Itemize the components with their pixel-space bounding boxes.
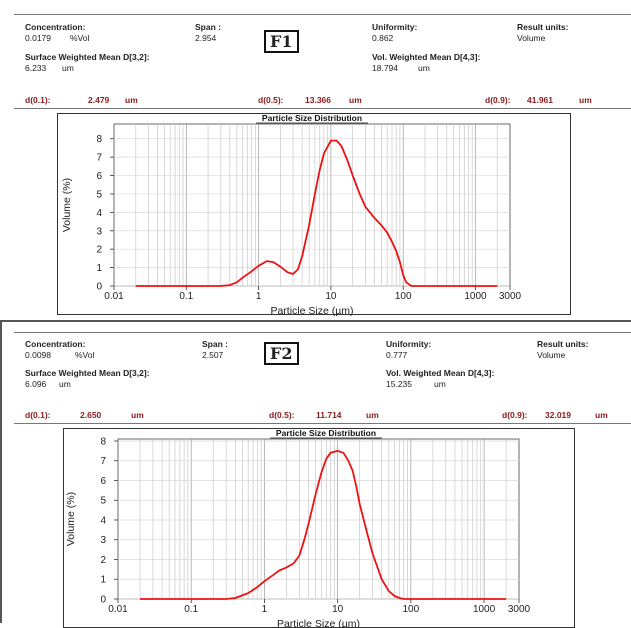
d01-value: 2.479 — [88, 95, 110, 105]
y-tick-label: 3 — [96, 226, 102, 237]
y-tick-label: 2 — [100, 555, 106, 566]
volume-weighted-mean-label: Vol. Weighted Mean D[4,3]: — [386, 368, 495, 378]
span-value: 2.507 — [202, 350, 224, 360]
chart-title: Particle Size Distribution — [262, 113, 362, 123]
y-tick-label: 4 — [100, 515, 106, 526]
x-tick-label: 3000 — [508, 604, 531, 615]
volume-weighted-mean-unit: um — [418, 63, 430, 73]
d09-label: d(0.9): — [502, 410, 528, 420]
y-axis-label: Volume (%) — [61, 178, 73, 232]
y-tick-label: 1 — [96, 263, 102, 274]
d05-unit: um — [366, 410, 379, 420]
span-value: 2.954 — [195, 33, 217, 43]
report-panel-f2: Concentration: 0.0098 %Vol Span : 2.507 … — [0, 320, 631, 628]
volume-weighted-mean-value: 18.794 — [372, 63, 398, 73]
d05-unit: um — [349, 95, 362, 105]
concentration-label: Concentration: — [25, 339, 86, 349]
y-tick-label: 3 — [100, 535, 106, 546]
surface-weighted-mean-value: 6.096 — [25, 379, 47, 389]
y-tick-label: 0 — [96, 282, 102, 293]
d09-value: 41.961 — [527, 95, 553, 105]
y-tick-label: 1 — [100, 575, 106, 586]
y-tick-label: 7 — [100, 456, 106, 467]
y-tick-label: 4 — [96, 208, 102, 219]
d09-value: 32.019 — [545, 410, 571, 420]
result-units-value: Volume — [517, 33, 546, 43]
panel-tag: F2 — [264, 342, 299, 365]
span-label: Span : — [202, 339, 228, 349]
concentration-label: Concentration: — [25, 22, 86, 32]
x-axis-label: Particle Size (µm) — [270, 305, 353, 317]
d05-label: d(0.5): — [269, 410, 295, 420]
result-units-label: Result units: — [537, 339, 589, 349]
volume-weighted-mean-value: 15.235 — [386, 379, 412, 389]
particle-size-chart-f1: Particle Size Distribution 0 1 2 3 4 5 6 7 8 0.01 0… — [61, 113, 522, 317]
result-units-value: Volume — [537, 350, 566, 360]
concentration-unit: %Vol — [70, 33, 90, 43]
particle-size-chart-f2: Particle Size Distribution 0 1 2 3 4 5 6 7 8 0.01 0… — [65, 428, 531, 628]
y-tick-label: 7 — [96, 153, 102, 164]
x-tick-label: 0.01 — [108, 604, 128, 615]
x-tick-label: 1000 — [464, 291, 487, 302]
concentration-value: 0.0179 — [25, 33, 51, 43]
header-rule — [14, 14, 631, 15]
x-tick-label: 100 — [403, 604, 420, 615]
chart-title: Particle Size Distribution — [276, 428, 376, 438]
x-tick-label: 0.1 — [179, 291, 193, 302]
x-tick-label: 3000 — [499, 291, 522, 302]
concentration-value: 0.0098 — [25, 350, 51, 360]
header-rule — [14, 332, 631, 333]
y-tick-label: 5 — [96, 189, 102, 200]
volume-weighted-mean-unit: um — [434, 379, 446, 389]
y-tick-label: 5 — [100, 496, 106, 507]
surface-weighted-mean-value: 6.233 — [25, 63, 47, 73]
d05-label: d(0.5): — [258, 95, 284, 105]
uniformity-value: 0.777 — [386, 350, 408, 360]
d01-unit: um — [125, 95, 138, 105]
y-tick-label: 8 — [96, 134, 102, 145]
surface-weighted-mean-unit: um — [62, 63, 74, 73]
d09-unit: um — [579, 95, 592, 105]
span-label: Span : — [195, 22, 221, 32]
y-tick-label: 6 — [100, 476, 106, 487]
x-tick-label: 100 — [395, 291, 412, 302]
d09-label: d(0.9): — [485, 95, 511, 105]
volume-weighted-mean-label: Vol. Weighted Mean D[4,3]: — [372, 52, 481, 62]
x-tick-label: 1 — [256, 291, 262, 302]
series-line — [135, 139, 498, 287]
panel-tag: F1 — [264, 30, 299, 53]
d05-value: 13.366 — [305, 95, 331, 105]
uniformity-label: Uniformity: — [372, 22, 418, 32]
divider-rule — [14, 108, 631, 109]
x-tick-label: 1000 — [473, 604, 496, 615]
surface-weighted-mean-label: Surface Weighted Mean D[3,2]: — [25, 52, 150, 62]
d05-value: 11.714 — [316, 410, 342, 420]
x-axis-label: Particle Size (µm) — [277, 618, 360, 628]
series-line — [140, 449, 507, 600]
surface-weighted-mean-unit: um — [59, 379, 71, 389]
uniformity-label: Uniformity: — [386, 339, 432, 349]
d01-value: 2.650 — [80, 410, 102, 420]
x-tick-label: 0.1 — [184, 604, 198, 615]
d09-unit: um — [595, 410, 608, 420]
plot-area — [117, 438, 520, 600]
y-tick-label: 6 — [96, 171, 102, 182]
x-tick-label: 10 — [332, 604, 344, 615]
y-tick-label: 8 — [100, 436, 106, 447]
concentration-unit: %Vol — [75, 350, 95, 360]
d01-label: d(0.1): — [25, 410, 51, 420]
result-units-label: Result units: — [517, 22, 569, 32]
surface-weighted-mean-label: Surface Weighted Mean D[3,2]: — [25, 368, 150, 378]
d01-unit: um — [131, 410, 144, 420]
d01-label: d(0.1): — [25, 95, 51, 105]
y-tick-label: 0 — [100, 595, 106, 606]
x-tick-label: 10 — [325, 291, 337, 302]
divider-rule — [14, 423, 631, 424]
x-tick-label: 0.01 — [104, 291, 124, 302]
y-tick-label: 2 — [96, 245, 102, 256]
x-tick-label: 1 — [262, 604, 268, 615]
report-panel-f1: Concentration: 0.0179 %Vol Span : 2.954 … — [14, 14, 631, 317]
y-axis-label: Volume (%) — [65, 492, 77, 546]
uniformity-value: 0.862 — [372, 33, 394, 43]
